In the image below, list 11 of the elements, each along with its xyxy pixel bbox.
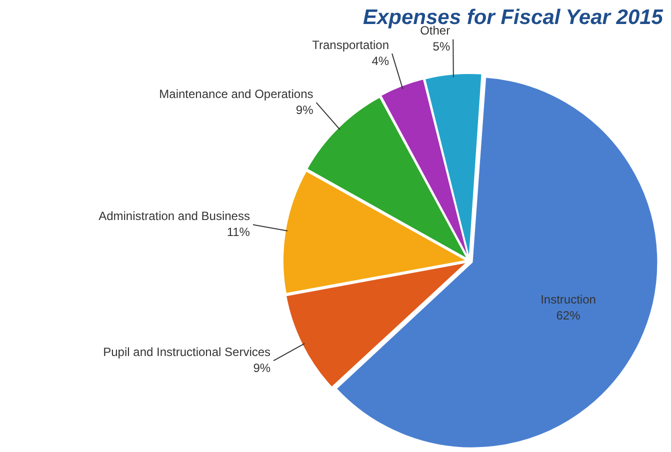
data-label: 11% [226, 224, 250, 239]
slice-label: Maintenance and Operations [159, 86, 314, 101]
data-label: 4% [372, 54, 390, 68]
slice-label: Pupil and Instructional Services [103, 344, 271, 359]
slice-label: Transportation [312, 38, 390, 52]
slice-label: Administration and Business [98, 208, 250, 223]
slice-label: Instruction [540, 292, 596, 307]
data-label: 62% [556, 308, 581, 323]
data-label: 9% [296, 102, 314, 117]
data-label: 5% [432, 40, 450, 54]
data-label: 9% [253, 360, 271, 375]
